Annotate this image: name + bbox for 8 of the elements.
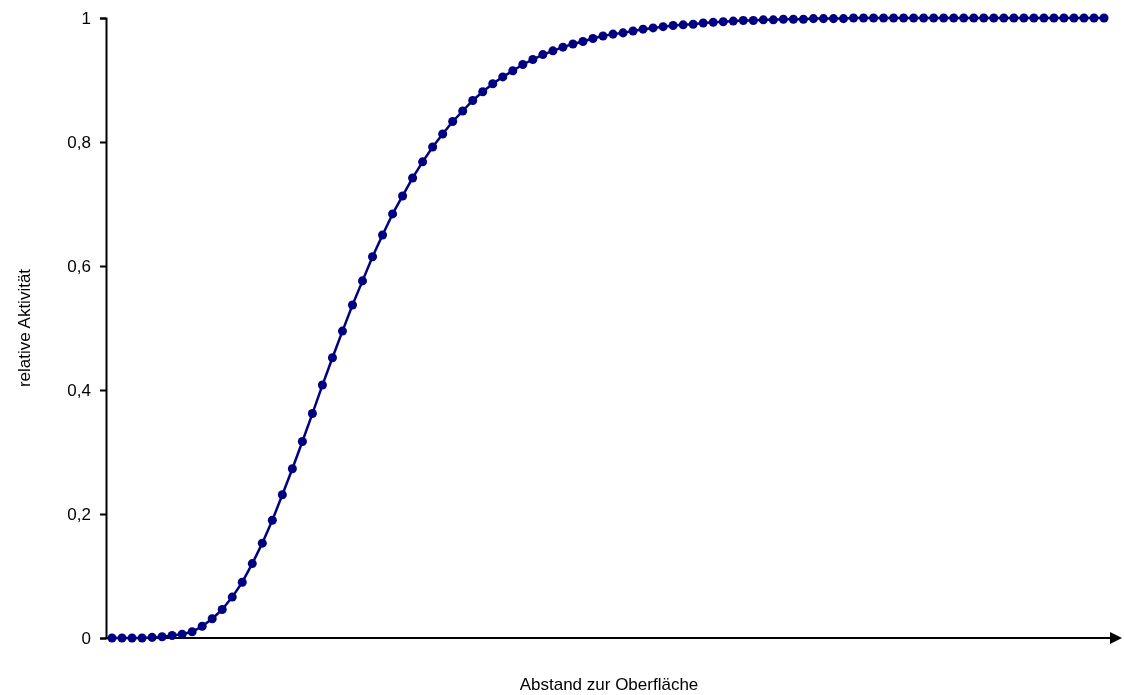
y-axis-title: relative Aktivität	[15, 268, 34, 388]
y-tick-label: 0,4	[67, 380, 91, 400]
y-tick-label: 1	[81, 8, 91, 28]
y-tick-label: 0,8	[67, 132, 91, 152]
y-tick-label: 0	[81, 628, 91, 648]
y-tick-label: 0,6	[67, 256, 91, 276]
x-axis-title: Abstand zur Oberfläche	[519, 675, 699, 694]
y-tick-label: 0,2	[67, 504, 91, 524]
